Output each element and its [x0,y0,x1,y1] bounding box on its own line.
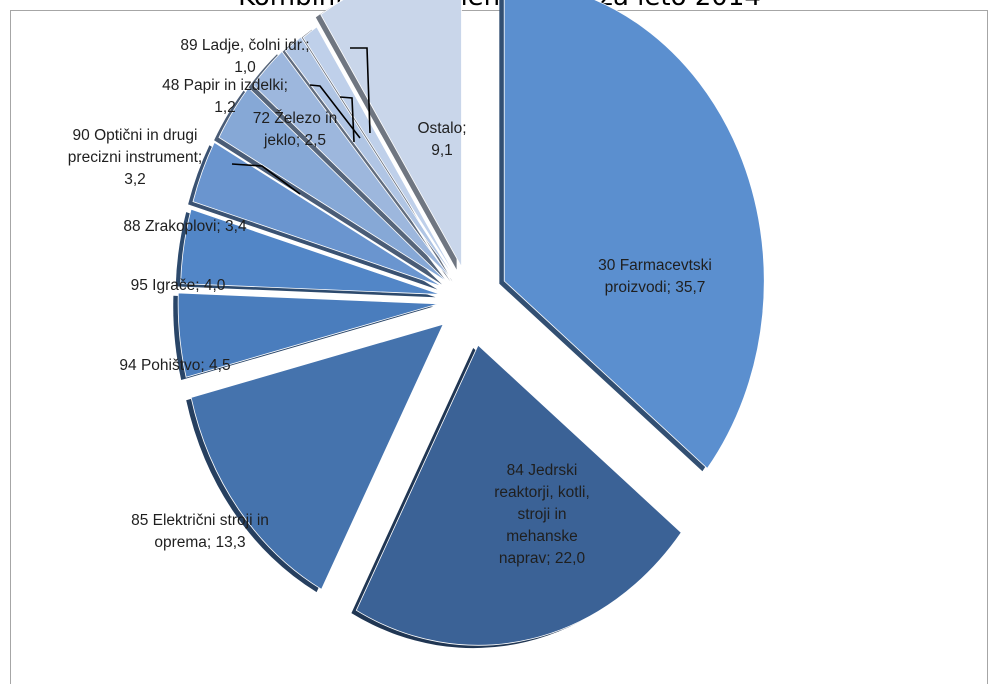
leader-line [339,96,355,143]
chart-frame [10,10,988,684]
slice-label: 72 Železo in jeklo; 2,5 [253,110,337,149]
leader-line [231,163,301,195]
pie-slice [503,0,765,470]
slice-label: 94 Pohištvo; 4,5 [119,357,230,374]
slice-label: 30 Farmacevtski proizvodi; 35,7 [598,257,712,296]
pie-slice [302,26,458,280]
leader-line [350,47,371,134]
slice-label: 95 Igrače; 4,0 [131,277,226,294]
slice-label: 90 Optični in drugi precizni instrument; 3… [68,127,202,188]
slice-label: 89 Ladje, čolni idr.; 1,0 [180,37,309,76]
slice-label: 88 Zrakoplovi; 3,4 [123,218,247,235]
slice-label: Ostalo; 9,1 [417,120,466,159]
pie-slice [190,323,444,590]
slice-label: 85 Električni stroji in oprema; 13,3 [131,512,269,551]
pie-slice [320,0,462,269]
leader-line [309,84,361,139]
pie-slice [177,292,439,378]
slice-label: 84 Jedrski reaktorji, kotli, stroji in meha… [494,462,590,567]
pie-slice [355,344,682,646]
pie-slice [192,141,443,288]
pie-slice [218,87,448,283]
pie-slice [180,208,441,295]
pie-slice [252,50,452,280]
slice-label: 48 Papir in izdelki; 1,2 [162,77,288,116]
